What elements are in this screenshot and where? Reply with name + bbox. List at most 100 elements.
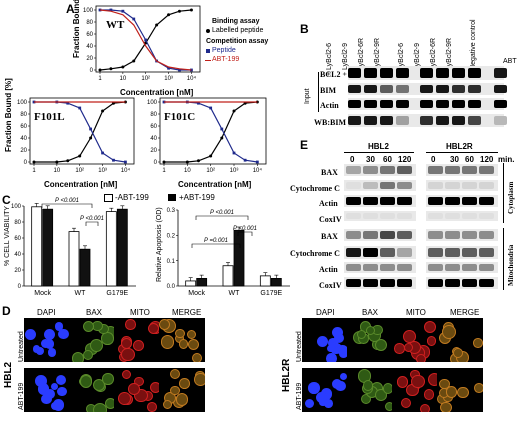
- significance-bracket: [191, 243, 241, 248]
- legend-minus-label: -ABT-199: [115, 193, 149, 202]
- d-col-mito-r: MITO: [406, 308, 426, 317]
- cell-blob: [194, 373, 205, 386]
- panel-a-legend: Binding assay Labelled peptide Competiti…: [196, 18, 296, 66]
- blot-band: [363, 166, 378, 174]
- blot-band: [445, 279, 460, 287]
- e-row-actin-m: Actin: [319, 265, 338, 274]
- cell-blob: [169, 385, 180, 396]
- blot-band: [348, 116, 361, 125]
- legend-competition-title: Competition assay: [206, 38, 269, 45]
- blot-band: [363, 264, 378, 271]
- y-tick-label: 0: [90, 68, 94, 74]
- blot-band: [428, 197, 443, 205]
- data-point: [98, 68, 102, 72]
- cell-blob: [439, 378, 450, 390]
- cell-blob: [426, 336, 437, 346]
- panel-c-legend: -ABT-199 +ABT-199: [104, 193, 254, 203]
- plot-title: F101L: [34, 111, 65, 123]
- cell-blob: [428, 372, 438, 386]
- cell-blob: [320, 387, 333, 400]
- cell-blob: [121, 337, 133, 349]
- cell-blob: [178, 339, 189, 350]
- data-point: [196, 159, 200, 163]
- blot-band: [462, 197, 477, 205]
- x-tick-label: 1: [98, 76, 102, 82]
- cell-blob: [36, 346, 45, 355]
- blot-band: [468, 68, 481, 78]
- y-tick-label: 20: [14, 268, 21, 274]
- y-tick-label: 100: [17, 100, 28, 106]
- legend-peptide-marker: [206, 49, 210, 53]
- plot-title: WT: [106, 19, 125, 31]
- blot-band: [397, 248, 412, 257]
- cell-blob: [105, 398, 115, 410]
- data-point: [78, 154, 82, 158]
- micrograph: [114, 318, 160, 362]
- cell-blob: [304, 398, 315, 409]
- panel-letter-d: D: [2, 304, 11, 318]
- y-tick-label: 40: [14, 252, 21, 258]
- data-point: [243, 158, 247, 162]
- data-point: [190, 68, 193, 72]
- blot-band: [346, 182, 361, 189]
- blot-band: [380, 85, 393, 93]
- y-tick-label: 60: [20, 124, 27, 130]
- y-tick-label: 80: [20, 112, 27, 118]
- blot-band: [348, 100, 361, 108]
- data-point: [89, 127, 93, 131]
- cell-blob: [179, 378, 190, 389]
- x-tick-label: 1: [32, 168, 36, 174]
- blot-band: [420, 85, 433, 93]
- cell-blob: [56, 375, 67, 386]
- blot-band: [468, 116, 481, 125]
- e-row-cytc-m: Cytochrome C: [290, 249, 340, 258]
- cell-blob: [175, 393, 189, 406]
- blot-band: [479, 231, 494, 239]
- x-tick-label: 10⁴: [253, 167, 263, 174]
- category-label: WT: [229, 290, 241, 297]
- blot-band: [420, 100, 433, 108]
- micrograph: [24, 368, 70, 412]
- blot-band: [363, 182, 378, 189]
- micrograph: [69, 318, 115, 362]
- blot-band: [380, 166, 395, 174]
- panel-a-xlabel-left: Concentration [nM]: [44, 180, 118, 189]
- cell-blob: [374, 339, 387, 352]
- category-label: G179E: [106, 290, 128, 297]
- data-point: [144, 38, 148, 42]
- blot-band: [468, 85, 481, 93]
- blot-band: [364, 85, 377, 93]
- tp: 30: [450, 155, 459, 164]
- blot-band: [346, 197, 361, 205]
- data-point: [255, 100, 259, 104]
- x-tick-label: 10⁴: [187, 75, 197, 82]
- tp: 0: [431, 155, 436, 164]
- cell-blob: [160, 335, 174, 349]
- data-point: [121, 9, 125, 13]
- panel-b-bracket: [314, 72, 319, 112]
- y-tick-label: 80: [86, 20, 93, 26]
- cell-blob: [375, 389, 387, 401]
- blot-band: [428, 166, 443, 174]
- blot-band: [397, 279, 412, 287]
- y-tick-label: 40: [86, 44, 93, 50]
- blot-band: [445, 166, 460, 174]
- panel-b-blots: [348, 66, 507, 130]
- cell-blob: [118, 392, 131, 405]
- panel-e-group-hbl2r: HBL2R: [446, 142, 473, 151]
- micrograph: [392, 318, 438, 362]
- panel-e-unit: min.: [498, 155, 515, 164]
- cell-blob: [44, 339, 54, 349]
- cell-blob: [411, 374, 425, 389]
- blot-band: [396, 116, 409, 125]
- tp: 120: [480, 155, 494, 164]
- blot-band: [445, 197, 460, 205]
- blot-band: [380, 100, 393, 108]
- e-row-coxiv: CoxIV: [319, 215, 342, 224]
- cell-blob: [316, 335, 329, 348]
- cell-blob: [148, 323, 160, 334]
- data-point: [123, 100, 127, 104]
- cell-blob: [362, 380, 374, 391]
